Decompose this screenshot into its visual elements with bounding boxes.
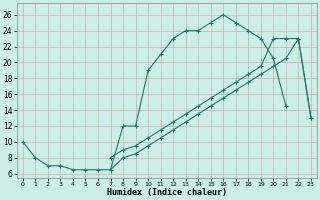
X-axis label: Humidex (Indice chaleur): Humidex (Indice chaleur) <box>107 188 227 197</box>
